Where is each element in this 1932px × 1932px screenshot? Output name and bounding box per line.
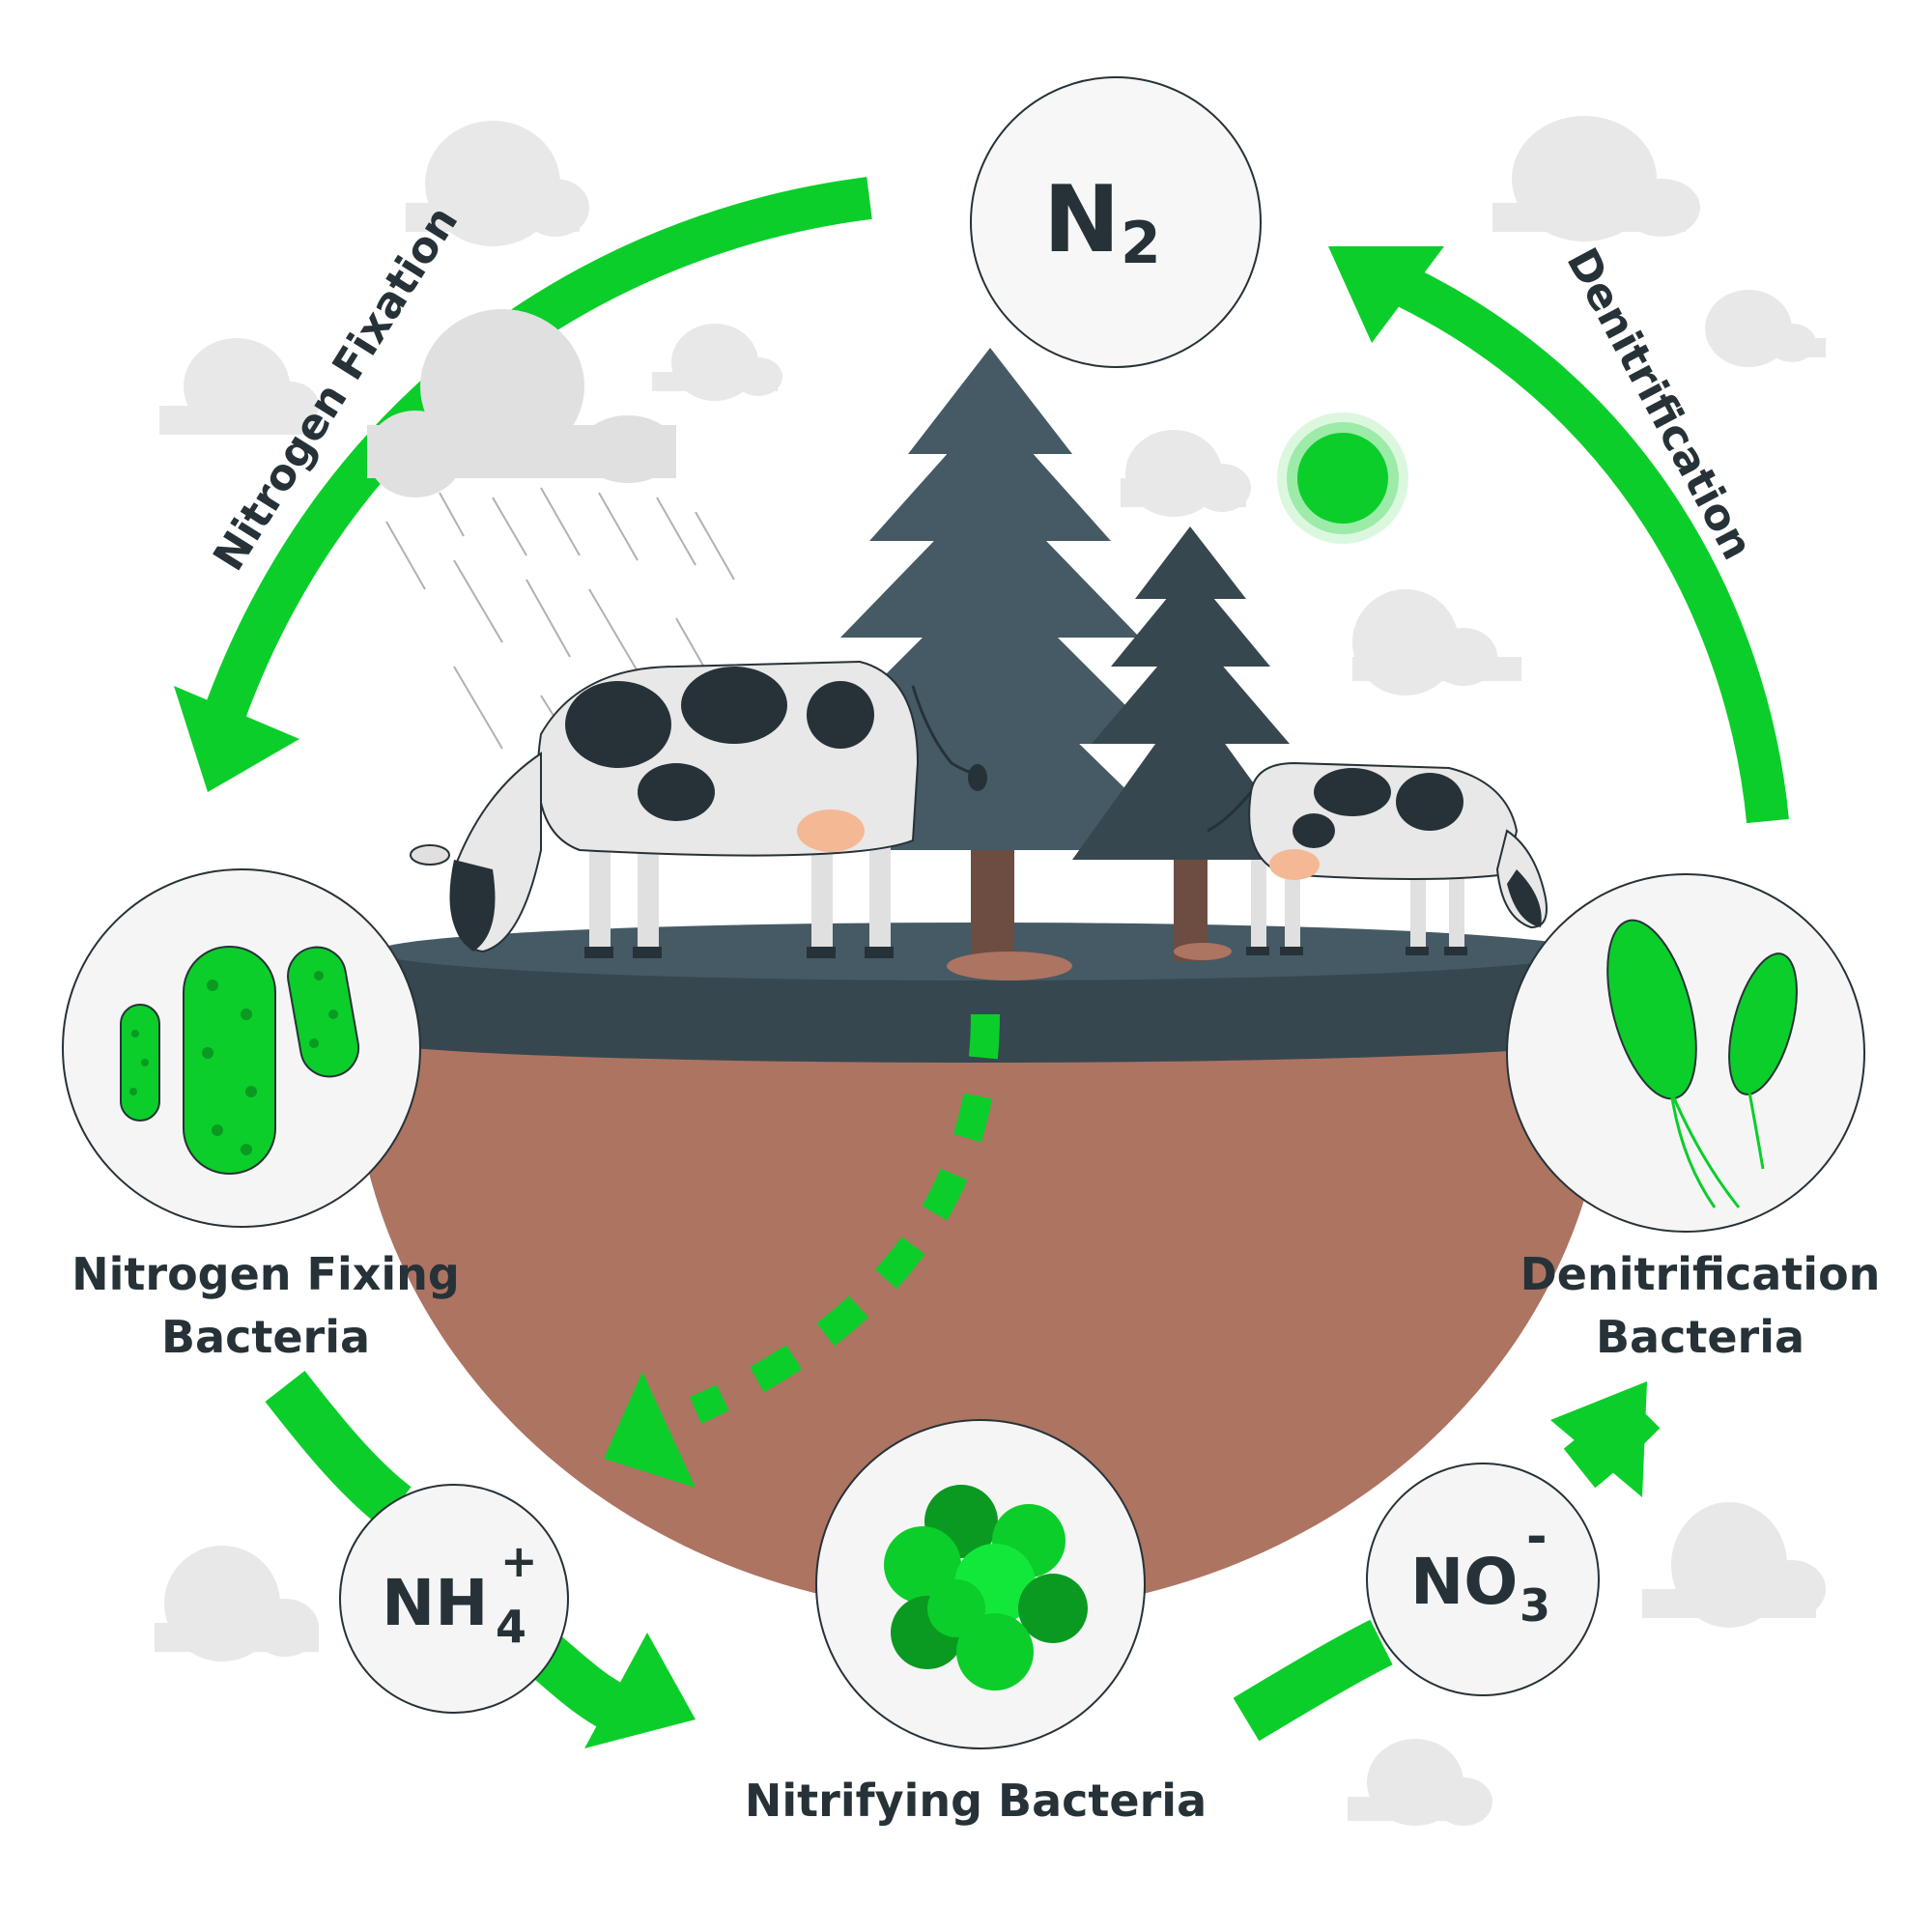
denitrification-arrowhead: [1328, 246, 1444, 343]
no3-subscript: 3: [1520, 1579, 1550, 1632]
soil-dashed-arrowhead: [604, 1372, 696, 1488]
cloud-icon: [1121, 430, 1251, 517]
dirt-mound: [947, 952, 1072, 980]
bacteria-icon: [1606, 919, 1798, 1208]
dirt-mound: [1174, 943, 1232, 960]
nh4-node: NH + 4: [339, 1484, 569, 1714]
nitrifying-to-no3-arrow: [1233, 1619, 1393, 1742]
nitrogen-fixing-bacteria-node: [62, 868, 421, 1228]
nitrogen-fixing-bacteria-label-1: Nitrogen Fixing: [71, 1248, 460, 1300]
nh4-subscript: 4: [496, 1601, 526, 1653]
cloud-icon: [1705, 290, 1826, 367]
cloud-icon: [1352, 589, 1521, 696]
no3-node: NO - 3: [1366, 1463, 1600, 1696]
nh4-to-nitrifying-arrow: [525, 1633, 631, 1733]
soil-dashed-arrow: [689, 1013, 1000, 1424]
n2-main: N: [1043, 167, 1121, 273]
bacteria-icon: [120, 946, 360, 1175]
denitrification-bacteria-label-1: Denitrification: [1520, 1248, 1881, 1300]
rain-cloud-icon: [367, 309, 735, 783]
cloud-icon: [406, 121, 589, 246]
nitrogen-fixation-arrowhead: [174, 686, 299, 792]
cloud-icon: [1348, 1739, 1492, 1826]
cloud-icon: [652, 324, 782, 401]
cow-icon: [410, 660, 987, 958]
no3-main: NO: [1410, 1545, 1518, 1619]
nh4-to-nitrifying-arrowhead: [584, 1633, 696, 1748]
sun-icon: [1277, 412, 1408, 544]
cloud-icon: [155, 1546, 319, 1662]
nitrifying-bacteria-label: Nitrifying Bacteria: [745, 1775, 1207, 1827]
no3-superscript: -: [1526, 1508, 1548, 1566]
nh4-main: NH: [382, 1566, 488, 1640]
cloud-icon: [159, 338, 319, 435]
denitrification-arrow: [1373, 255, 1789, 824]
n2-node: N 2: [970, 76, 1262, 368]
cloud-icon: [1492, 116, 1700, 242]
nh4-superscript: +: [500, 1535, 538, 1587]
n2-subscript: 2: [1121, 210, 1161, 277]
background-clouds: [155, 116, 1826, 1826]
fixing-to-nh4-arrow: [265, 1371, 412, 1527]
bacteria-icon: [884, 1485, 1088, 1690]
denitrification-bacteria-node: [1506, 873, 1865, 1233]
denitrification-bacteria-label-2: Bacteria: [1596, 1311, 1804, 1363]
nitrogen-fixing-bacteria-label-2: Bacteria: [161, 1311, 370, 1363]
tree-icon: [1072, 526, 1309, 961]
cloud-icon: [1642, 1502, 1826, 1628]
nitrifying-bacteria-node: [815, 1419, 1146, 1749]
cow-icon: [1207, 761, 1548, 955]
no3-to-denit-arrowhead: [1550, 1381, 1647, 1497]
